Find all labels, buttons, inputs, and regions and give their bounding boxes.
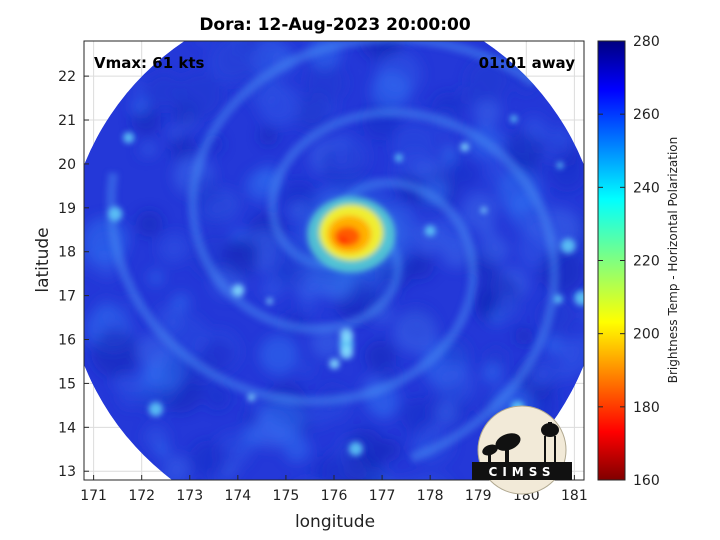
colorbar-ticks: 160 180 200 220 240 260 280	[598, 34, 660, 489]
y-tick-label: 20	[58, 157, 76, 173]
vmax-label: Vmax: 61 kts	[94, 54, 204, 72]
x-tick-label: 181	[561, 488, 588, 504]
logo-text: CIMSS	[489, 465, 556, 479]
colorbar-tick-label: 280	[633, 34, 660, 50]
y-tick-label: 22	[58, 69, 76, 85]
y-tick-label: 16	[58, 333, 76, 349]
y-tick-label: 21	[58, 113, 76, 129]
brightness-temp-swath	[84, 41, 584, 480]
y-tick-label: 13	[58, 464, 76, 480]
x-tick-label: 179	[465, 488, 492, 504]
y-axis-ticks: 13 14 15 16 17 18 19 20 21 22	[58, 69, 89, 480]
y-tick-label: 19	[58, 201, 76, 217]
x-tick-label: 178	[417, 488, 444, 504]
x-axis-label: longitude	[295, 512, 375, 532]
x-tick-label: 172	[128, 488, 155, 504]
y-axis-label: latitude	[33, 227, 53, 292]
colorbar-tick-label: 180	[633, 400, 660, 416]
colorbar-tick-label: 160	[633, 473, 660, 489]
time-away-label: 01:01 away	[479, 54, 576, 72]
x-tick-label: 171	[80, 488, 107, 504]
x-tick-label: 176	[321, 488, 348, 504]
y-tick-label: 15	[58, 376, 76, 392]
colorbar-tick-label: 240	[633, 180, 660, 196]
y-tick-label: 17	[58, 289, 76, 305]
chart-title: Dora: 12-Aug-2023 20:00:00	[199, 15, 471, 35]
colorbar-tick-label: 200	[633, 327, 660, 343]
y-tick-label: 18	[58, 245, 76, 261]
cimss-logo: CIMSS	[472, 405, 572, 495]
storm-core	[307, 196, 396, 273]
x-tick-label: 173	[176, 488, 203, 504]
colorbar-label: Brightness Temp - Horizontal Polarizatio…	[666, 137, 680, 384]
colorbar-tick-label: 260	[633, 107, 660, 123]
x-tick-label: 177	[369, 488, 396, 504]
colorbar-tick-label: 220	[633, 254, 660, 270]
x-axis-ticks: 171 172 173 174 175 176 177 178 179 180 181	[80, 475, 588, 504]
x-tick-label: 174	[224, 488, 251, 504]
x-tick-label: 175	[273, 488, 300, 504]
y-tick-label: 14	[58, 420, 76, 436]
